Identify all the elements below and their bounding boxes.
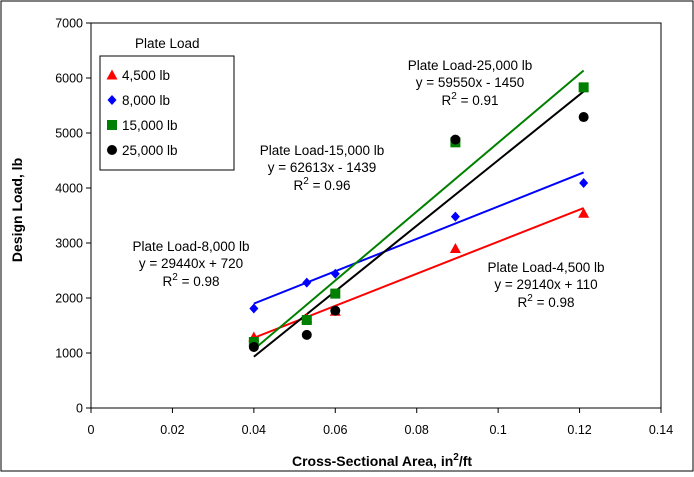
legend: Plate Load 4,500 lb 8,000 lb 15,000 lb 25,0… [99,36,235,171]
data-point-series-1 [579,178,589,189]
y-tick-label: 3000 [55,237,83,251]
y-tick-label: 2000 [55,292,83,306]
data-point-series-1 [450,211,460,222]
y-tick-label: 5000 [55,127,83,141]
x-tick-label: 0.12 [567,423,591,437]
y-tick-label: 0 [76,402,83,416]
y-axis: 0 1000 2000 3000 4000 5000 6000 7000 [55,17,91,416]
data-point-series-2 [301,315,312,325]
x-tick-label: 0.02 [160,423,184,437]
plot-area [90,22,662,409]
x-axis-title-main: Cross-Sectional Area, in [292,453,453,469]
y-tick-label: 1000 [55,347,83,361]
annotation-8000-line-0: Plate Load-8,000 lb [132,239,249,254]
x-tick-label: 0.06 [323,423,347,437]
legend-label-1: 8,000 lb [122,93,170,108]
x-axis-title: Cross-Sectional Area, in2/ft [292,452,472,469]
legend-label-0: 4,500 lb [122,68,170,83]
x-tick-label: 0.04 [242,423,266,437]
legend-entries: 4,500 lb 8,000 lb 15,000 lb 25,000 lb [106,68,178,158]
legend-marker-1 [107,95,117,105]
legend-marker-3 [107,145,117,155]
trend-line-series-3 [253,90,585,358]
x-tick-label: 0.08 [405,423,429,437]
legend-title: Plate Load [135,36,200,51]
annotation-25000-r2: R2 = 0.91 [442,91,499,108]
annotation-4500-line-0: Plate Load-4,500 lb [487,260,604,275]
annotations: Plate Load-25,000 lby = 59550x - 1450R2 … [132,58,604,310]
data-point-series-3 [578,112,589,123]
data-point-series-1 [302,277,312,288]
data-point-series-0 [578,207,590,218]
data-markers [248,82,590,352]
trend-line-series-2 [253,69,585,351]
data-point-series-3 [450,134,461,145]
annotation-8000-r2: R2 = 0.98 [163,272,220,289]
annotation-25000-line-1: y = 59550x - 1450 [416,75,524,90]
legend-label-2: 15,000 lb [122,118,178,133]
x-tick-label: 0.1 [489,423,506,437]
data-point-series-2 [330,288,341,299]
y-tick-label: 7000 [55,17,83,31]
annotation-25000: Plate Load-25,000 lb y = 59550x - 1450R2 … [408,58,533,108]
data-point-series-1 [249,303,259,314]
annotation-8000-line-1: y = 29440x + 720 [139,256,243,271]
annotation-4500-r2: R2 = 0.98 [518,293,575,310]
annotation-15000-line-0: Plate Load-15,000 lb [260,143,385,158]
data-point-series-0 [449,243,461,253]
legend-marker-0 [106,69,118,80]
legend-box [99,55,235,171]
y-axis-title: Design Load, lb [9,158,25,262]
x-axis-title-suffix: /ft [459,453,473,469]
x-tick-label: 0.14 [649,423,673,437]
plot-border [90,22,662,409]
annotation-25000-line-0: Plate Load-25,000 lb [408,58,533,73]
annotation-4500-line-1: y = 29140x + 110 [494,277,597,292]
data-point-series-3 [330,305,341,316]
annotation-15000-line-1: y = 62613x - 1439 [268,160,376,175]
y-tick-label: 4000 [55,182,83,196]
data-point-series-3 [301,329,312,340]
annotation-15000: Plate Load-15,000 lb y = 62613x - 1439R2 … [260,143,385,193]
x-axis-title-sup: 2 [453,452,459,463]
x-axis: 0 0.02 0.04 0.06 0.08 0.1 0.12 0.14 [88,408,673,437]
x-tick-label: 0 [88,423,95,437]
data-point-series-3 [248,341,259,352]
annotation-15000-r2: R2 = 0.96 [294,176,351,193]
data-point-series-1 [330,268,340,279]
legend-label-3: 25,000 lb [122,143,178,158]
legend-marker-2 [107,120,117,130]
y-tick-label: 6000 [55,72,83,86]
data-point-series-2 [578,82,589,93]
